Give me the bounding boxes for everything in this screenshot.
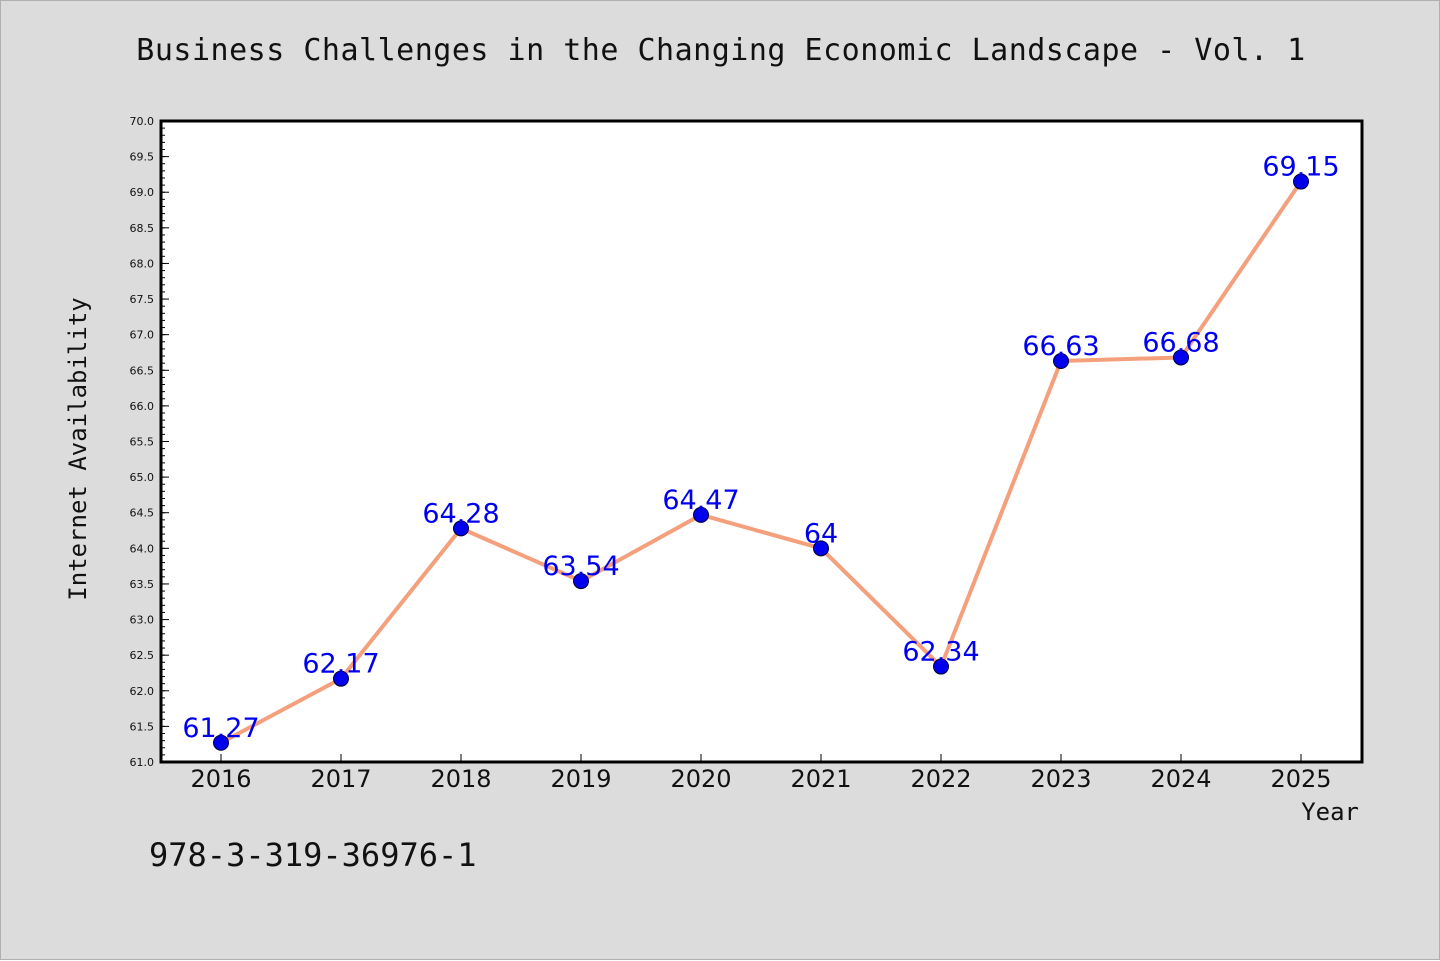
y-tick-label: 67.0: [130, 329, 155, 342]
y-tick-label: 61.0: [130, 756, 155, 769]
y-tick-label: 63.0: [130, 614, 155, 627]
y-tick-label: 67.5: [130, 293, 155, 306]
y-tick-label: 64.5: [130, 507, 155, 520]
x-tick-label: 2018: [430, 765, 491, 793]
x-tick-label: 2024: [1150, 765, 1211, 793]
data-point: [693, 506, 709, 523]
x-tick-label: 2023: [1030, 765, 1091, 793]
data-label: 63.54: [542, 551, 619, 582]
x-tick-label: 2022: [910, 765, 971, 793]
y-tick-label: 62.0: [130, 685, 155, 698]
y-tick-label: 68.5: [130, 222, 155, 235]
series-line: [219, 179, 1303, 745]
data-point: [1053, 353, 1069, 370]
chart-title: Business Challenges in the Changing Econ…: [136, 33, 1306, 68]
y-tick-label: 64.0: [130, 542, 155, 555]
y-tick-label: 61.5: [130, 720, 155, 733]
x-axis-label: Year: [1301, 798, 1359, 826]
data-label: 66.63: [1022, 331, 1099, 362]
data-label: 64.28: [422, 498, 499, 529]
data-point: [1173, 349, 1189, 366]
x-tick-label: 2021: [790, 765, 851, 793]
y-tick-label: 66.5: [130, 364, 155, 377]
x-tick-label: 2020: [670, 765, 731, 793]
data-point: [453, 520, 469, 537]
data-label: 64.47: [662, 485, 739, 516]
x-tick-label: 2019: [550, 765, 611, 793]
x-tick-label: 2025: [1270, 765, 1331, 793]
y-tick-label: 63.5: [130, 578, 155, 591]
y-tick-label: 68.0: [130, 257, 155, 270]
y-tick-label: 65.5: [130, 436, 155, 449]
data-label: 66.68: [1142, 327, 1219, 358]
y-tick-label: 69.5: [130, 151, 155, 164]
data-point: [1293, 173, 1309, 190]
data-point: [813, 540, 829, 557]
data-point: [573, 573, 589, 590]
y-tick-label: 70.0: [130, 115, 155, 128]
y-tick-label: 65.0: [130, 471, 155, 484]
data-point: [333, 670, 349, 687]
y-tick-label: 69.0: [130, 186, 155, 199]
data-point: [213, 734, 229, 751]
x-tick-label: 2016: [190, 765, 251, 793]
data-label: 69.15: [1262, 152, 1339, 183]
y-tick-label: 66.0: [130, 400, 155, 413]
data-label: 62.34: [902, 637, 979, 668]
x-tick-label: 2017: [310, 765, 371, 793]
isbn-footer: 978-3-319-36976-1: [149, 836, 477, 874]
data-label: 62.17: [302, 649, 379, 680]
data-label: 61.27: [182, 713, 259, 744]
data-point: [933, 658, 949, 675]
data-label: 64: [804, 518, 838, 549]
y-tick-label: 62.5: [130, 649, 155, 662]
